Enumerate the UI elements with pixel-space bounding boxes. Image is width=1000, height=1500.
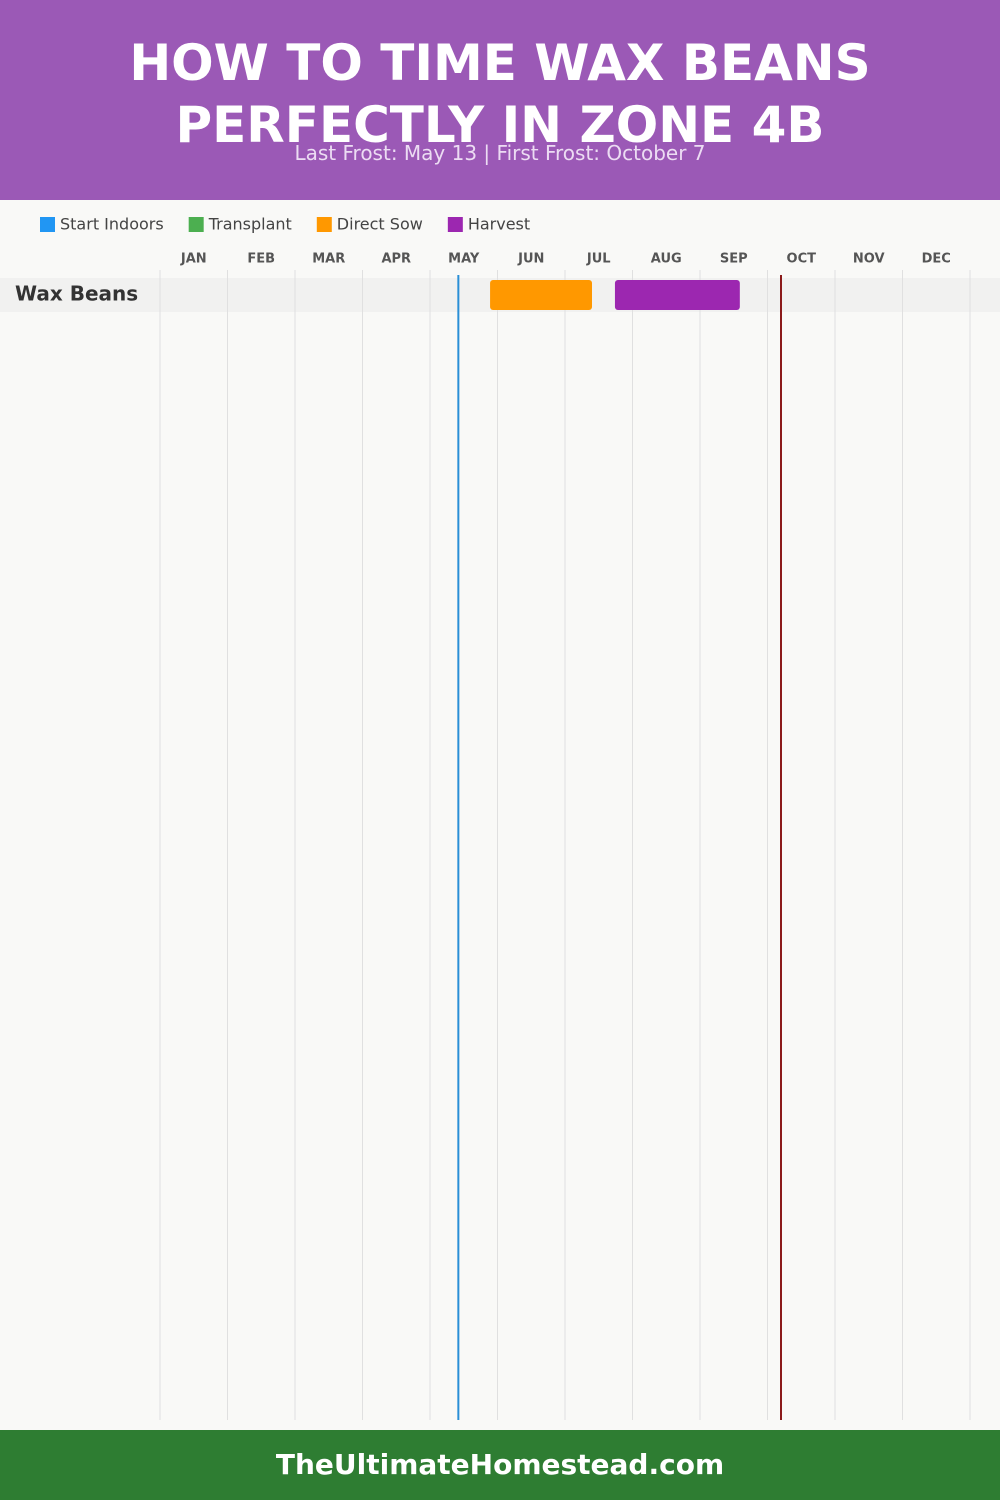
legend-swatch — [447, 217, 463, 232]
month-label: NOV — [853, 252, 885, 267]
month-label: OCT — [787, 252, 817, 267]
month-label: JUN — [517, 252, 544, 267]
legend-label: Start Indoors — [60, 215, 164, 234]
month-label: JUL — [586, 252, 611, 267]
header: HOW TO TIME WAX BEANS PERFECTLY IN ZONE … — [0, 0, 1000, 200]
legend-label: Transplant — [208, 215, 292, 234]
subtitle: Last Frost: May 13 | First Frost: Octobe… — [294, 141, 706, 165]
month-label: AUG — [651, 252, 682, 267]
legend-label: Harvest — [468, 215, 530, 234]
legend-swatch — [40, 217, 55, 232]
footer: TheUltimateHomestead.com — [0, 1430, 1000, 1500]
month-label: SEP — [720, 252, 748, 267]
row-label: Wax Beans — [15, 282, 138, 306]
bar — [490, 280, 592, 310]
legend-swatch — [188, 217, 204, 232]
title: HOW TO TIME WAX BEANS PERFECTLY IN ZONE … — [129, 34, 871, 154]
month-label: MAY — [448, 252, 480, 267]
month-label: DEC — [922, 252, 951, 267]
legend-label: Direct Sow — [337, 215, 423, 234]
month-label: APR — [381, 252, 411, 267]
chart: JAN FEB MAR APR MAY JUN JUL AUG SEP OCT NOV DEC Star… — [0, 215, 1000, 1420]
month-label: MAR — [312, 252, 345, 267]
month-label: JAN — [180, 252, 207, 267]
bar — [614, 280, 740, 310]
legend-swatch — [316, 217, 332, 232]
month-label: FEB — [247, 252, 275, 267]
